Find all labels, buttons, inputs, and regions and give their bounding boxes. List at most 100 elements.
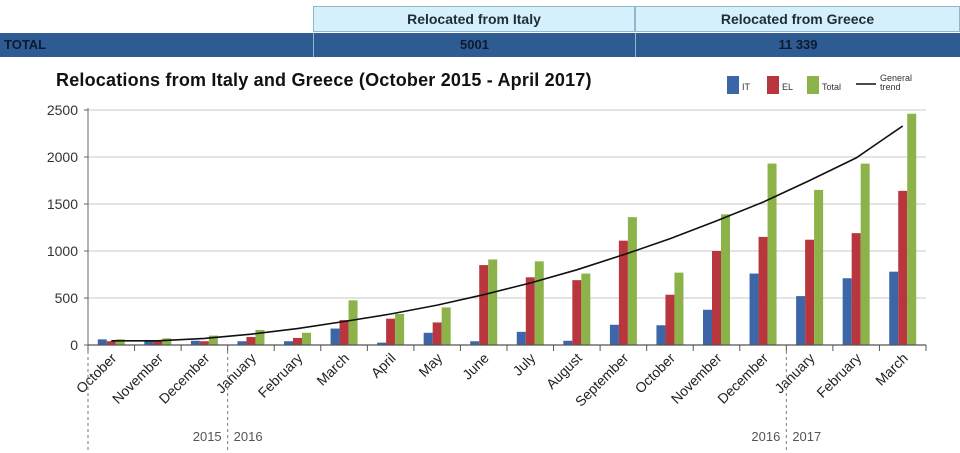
total-row xyxy=(0,33,960,57)
bar-el xyxy=(153,340,163,345)
bar-it xyxy=(516,331,526,345)
gridlines xyxy=(88,109,926,299)
bar-el xyxy=(665,294,675,345)
year-label: 2016 xyxy=(751,429,780,444)
bar-el xyxy=(339,320,349,345)
bar-it xyxy=(284,341,293,345)
bar-el xyxy=(246,337,256,345)
bar-el xyxy=(432,322,442,345)
bar-el xyxy=(712,251,721,345)
y-tick-label: 2000 xyxy=(47,149,78,165)
bar-el xyxy=(293,337,302,345)
x-tick-label: February xyxy=(255,350,306,401)
year-label: 2017 xyxy=(792,429,821,444)
bar-it xyxy=(842,278,852,345)
bar-total xyxy=(348,300,358,345)
bar-total xyxy=(115,339,125,345)
bar-total xyxy=(395,313,405,345)
bar-el xyxy=(525,277,535,345)
x-tick-label: October xyxy=(632,350,679,397)
x-tick-label: April xyxy=(368,350,399,381)
x-tick-label: June xyxy=(459,350,492,383)
bar-total xyxy=(302,332,311,345)
x-tick-label: March xyxy=(872,350,911,389)
x-tick-label: October xyxy=(73,350,120,397)
y-axis: 0 500 1000 1500 2000 2500 xyxy=(47,102,89,353)
bar-el xyxy=(572,280,582,345)
bar-it xyxy=(190,340,200,345)
legend-swatch-el xyxy=(767,76,779,94)
bar-el xyxy=(106,341,116,345)
legend-trend-label: General xyxy=(880,73,912,83)
total-greece-value: 11 339 xyxy=(635,33,960,57)
year-label: 2015 xyxy=(193,429,222,444)
legend-swatch-it xyxy=(727,76,739,94)
bar-total xyxy=(860,163,870,345)
bar-el xyxy=(618,240,628,345)
legend-label-el: EL xyxy=(782,82,793,92)
x-tick-label: August xyxy=(543,350,585,392)
legend-label-it: IT xyxy=(742,82,751,92)
legend-trend-label: trend xyxy=(880,82,901,92)
bar-it xyxy=(749,273,759,345)
bar-total xyxy=(162,338,172,345)
bar-it xyxy=(237,341,247,345)
bar-el xyxy=(898,190,908,345)
bar-total xyxy=(674,272,684,345)
year-label: 2016 xyxy=(234,429,263,444)
chart-title: Relocations from Italy and Greece (Octob… xyxy=(56,70,592,90)
header-greece: Relocated from Greece xyxy=(635,6,960,32)
bar-it xyxy=(470,341,480,345)
bar-el xyxy=(479,265,489,345)
bar-total xyxy=(721,214,730,345)
bar-total xyxy=(208,335,218,345)
bar-it xyxy=(889,271,899,345)
bar-el xyxy=(386,318,396,345)
bar-el xyxy=(805,239,815,345)
bar-it xyxy=(377,342,387,345)
header-italy: Relocated from Italy xyxy=(313,6,635,32)
bar-it xyxy=(97,339,107,345)
bar-it xyxy=(423,332,433,345)
total-italy-value: 5001 xyxy=(313,33,635,57)
bar-total xyxy=(814,189,824,345)
x-tick-label: February xyxy=(813,350,864,401)
x-tick-label: May xyxy=(415,350,445,380)
summary-table: Relocated from Italy Relocated from Gree… xyxy=(0,0,960,58)
x-tick-label: January xyxy=(213,350,260,397)
y-tick-label: 1000 xyxy=(47,243,78,259)
bar-it xyxy=(563,340,573,345)
bar-total xyxy=(534,261,544,345)
bar-total xyxy=(441,307,451,345)
bar-total xyxy=(255,329,265,345)
x-tick-label: July xyxy=(509,350,538,379)
y-tick-label: 500 xyxy=(55,290,79,306)
trend-line xyxy=(111,125,904,342)
total-label: TOTAL xyxy=(4,37,47,52)
bar-total xyxy=(488,259,498,345)
bar-it xyxy=(330,328,340,345)
y-tick-label: 0 xyxy=(70,337,78,353)
x-tick-label: December xyxy=(714,350,771,407)
bar-el xyxy=(758,236,768,345)
bar-total xyxy=(767,163,777,345)
bar-total xyxy=(581,273,591,345)
bar-it xyxy=(609,324,619,345)
x-tick-label: March xyxy=(313,350,352,389)
x-tick-label: December xyxy=(156,350,213,407)
legend-swatch-total xyxy=(807,76,819,94)
x-tick-label: January xyxy=(771,350,818,397)
bar-it xyxy=(703,309,712,345)
bar-it xyxy=(144,341,154,345)
y-tick-label: 1500 xyxy=(47,196,78,212)
y-tick-label: 2500 xyxy=(47,102,78,118)
bar-el xyxy=(851,233,861,345)
bar-it xyxy=(796,296,806,345)
trend xyxy=(111,125,904,342)
bar-total xyxy=(627,217,637,345)
bar-it xyxy=(656,325,666,345)
bar-total xyxy=(907,113,917,345)
